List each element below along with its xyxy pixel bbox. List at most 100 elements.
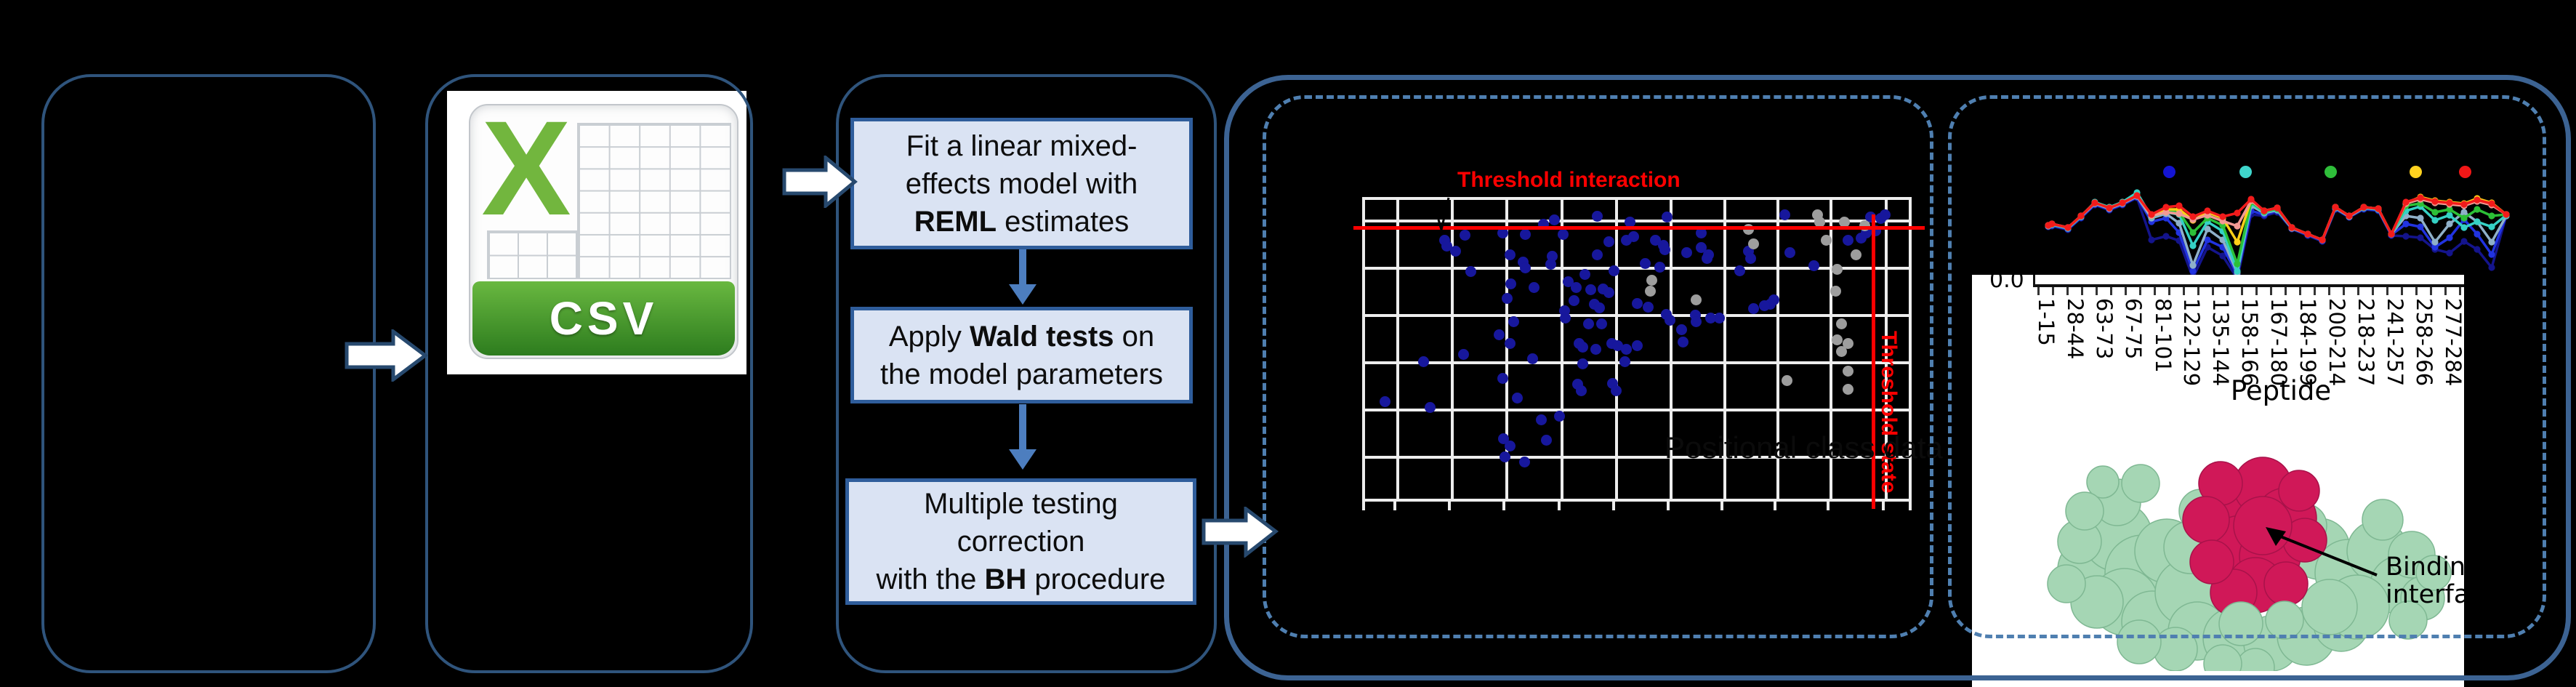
flow-down-arrow-2	[1009, 404, 1037, 470]
scatter-dot	[1508, 316, 1519, 327]
scatter-dot	[1779, 209, 1790, 220]
scatter-dot	[1734, 265, 1745, 276]
scatter-dot	[1814, 217, 1825, 228]
scatter-dot	[1640, 258, 1651, 269]
svg-text:X: X	[481, 105, 571, 236]
scatter-dot	[1497, 373, 1508, 384]
scatter-dot	[1748, 238, 1759, 249]
flow-box-bh: Multiple testing correction with the BH pr…	[845, 478, 1196, 605]
legend-dot	[2325, 166, 2337, 178]
scatter-dot	[1832, 334, 1843, 345]
scatter-dot	[1832, 264, 1843, 275]
scatter-dot	[1418, 356, 1429, 367]
scatter-dot	[1843, 235, 1853, 246]
scatter-dot	[1512, 393, 1523, 403]
scatter-dot	[1748, 303, 1759, 314]
scatter-dot	[1579, 269, 1590, 280]
scatter-dot	[1505, 249, 1516, 260]
scatter-dot	[1658, 240, 1669, 251]
scatter-dot	[1628, 231, 1639, 242]
scatter-dot	[1380, 396, 1390, 407]
scatter-dot	[1696, 228, 1707, 238]
scatter-dot	[1576, 385, 1587, 396]
scatter-dot	[1585, 284, 1596, 295]
scatter-dot	[1460, 230, 1470, 241]
scatter-dot	[1569, 295, 1579, 306]
scatter-dot	[1843, 384, 1853, 395]
scatter-dot	[1592, 249, 1603, 260]
scatter-dot	[1505, 441, 1516, 451]
scatter-dot	[1590, 344, 1601, 355]
scatter-dot	[1705, 313, 1716, 324]
scatter-dot	[1662, 212, 1673, 222]
y-tick-label: 0.0	[1989, 275, 2024, 293]
scatter-dot	[1654, 262, 1665, 273]
scatter-dot	[1625, 217, 1635, 228]
legend-dot	[2459, 166, 2471, 178]
scatter-dot	[1678, 337, 1689, 347]
uptake-chart	[2045, 189, 2510, 282]
legend-dot	[2410, 166, 2422, 178]
scatter-dot	[1646, 275, 1657, 286]
scatter-dot	[1782, 375, 1792, 386]
scatter-dot	[1851, 249, 1861, 260]
scatter-dot	[1745, 253, 1756, 264]
csv-file-icon: X CSV	[469, 104, 738, 359]
threshold-line-horizontal	[1353, 226, 1925, 230]
legend-dot	[2239, 166, 2252, 178]
scatter-dot	[1621, 344, 1632, 355]
csv-band: CSV	[472, 281, 735, 355]
scatter-dot	[1714, 313, 1725, 324]
scatter-dot	[1502, 293, 1513, 304]
scatter-dot	[1592, 211, 1603, 222]
scatter-dot	[1560, 313, 1571, 324]
scatter-dot	[1594, 302, 1605, 313]
scatter-dot	[1541, 435, 1552, 446]
csv-image-background: X CSV	[447, 91, 746, 374]
scatter-dot	[1554, 411, 1565, 422]
scatter-dot	[1665, 315, 1675, 326]
flow-down-arrow-1	[1009, 249, 1037, 305]
scatter-dot	[1643, 302, 1654, 313]
csv-grid-large	[577, 123, 731, 279]
scatter-dot	[1676, 324, 1687, 335]
block-arrow-2-right-icon	[782, 156, 858, 208]
binding-interface-label-line1: Binding	[2386, 553, 2464, 582]
scatter-dot	[1681, 247, 1692, 258]
scatter-dot	[1880, 209, 1891, 220]
scatter-dot	[1527, 353, 1538, 364]
flow-box-reml: Fit a linear mixed-effects model with REM…	[850, 118, 1193, 249]
scatter-dot	[1441, 241, 1452, 252]
dashed-scatter-panel	[1263, 95, 1933, 638]
scatter-dot	[1856, 233, 1867, 244]
scatter-dot	[1759, 300, 1770, 311]
csv-grid-small	[487, 230, 577, 279]
scatter-dot	[1558, 229, 1569, 240]
flow-box-wald: Apply Wald tests on the model parameters	[850, 307, 1193, 403]
panel-empty	[41, 74, 376, 673]
scatter-dot	[1465, 266, 1476, 277]
panel-csv	[425, 74, 753, 673]
scatter-dot	[1632, 298, 1643, 309]
threshold-line-vertical	[1872, 214, 1875, 509]
scatter-dot	[1571, 282, 1582, 293]
scatter-dot	[1691, 294, 1702, 305]
scatter-dot	[1836, 346, 1847, 357]
scatter-dot	[1843, 338, 1853, 349]
scatter-dot	[1836, 318, 1847, 329]
scatter-dot	[1603, 287, 1614, 298]
scatter-dot	[1494, 329, 1505, 340]
scatter-dot	[1609, 265, 1619, 276]
scatter-dot	[1458, 349, 1469, 360]
scatter-ink-mark	[1437, 197, 1450, 230]
x-axis-line	[2033, 284, 2464, 287]
scatter-dot	[1843, 366, 1853, 377]
scatter-dot	[1497, 228, 1508, 238]
scatter-dot	[1577, 358, 1588, 369]
scatter-title: Threshold interaction	[1457, 168, 1681, 192]
y-axis-stub	[2033, 275, 2035, 287]
scatter-dot	[1603, 236, 1614, 247]
scatter-dot	[1520, 262, 1531, 273]
panel-results	[1224, 75, 2571, 680]
